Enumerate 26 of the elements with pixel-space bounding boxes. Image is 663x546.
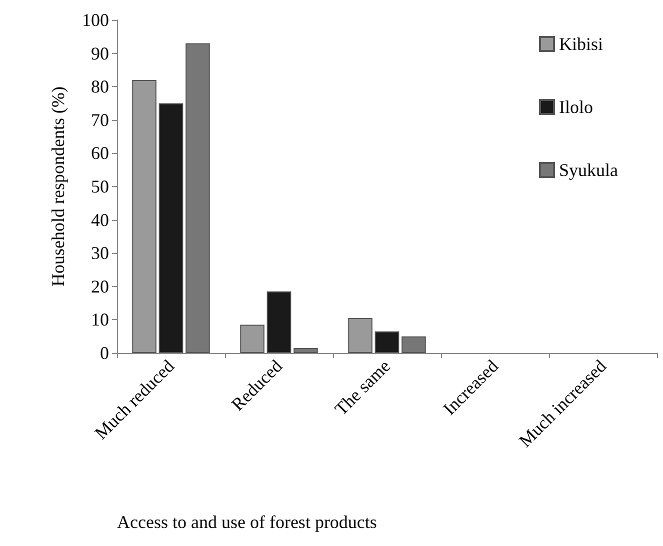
- bar: [186, 43, 210, 353]
- bar: [240, 324, 264, 353]
- y-tick-label: 20: [91, 276, 109, 296]
- y-tick-label: 100: [82, 10, 109, 30]
- legend-label: Ilolo: [559, 97, 593, 117]
- y-tick-label: 90: [91, 43, 109, 64]
- bar: [374, 331, 400, 353]
- y-tick-label: 40: [91, 210, 109, 230]
- y-tick-label: 0: [100, 343, 109, 363]
- y-tick-label: 60: [91, 143, 109, 164]
- bar: [132, 80, 156, 353]
- bar: [294, 348, 318, 353]
- y-axis-title: Household respondents (%): [48, 86, 68, 286]
- bar: [348, 318, 372, 353]
- bar: [266, 291, 292, 353]
- y-tick-label: 10: [91, 310, 109, 330]
- x-axis-title: Access to and use of forest products: [117, 512, 377, 532]
- y-tick-label: 70: [91, 110, 109, 130]
- legend-label: Kibisi: [559, 34, 604, 54]
- y-tick-label: 80: [91, 76, 109, 97]
- bar: [402, 336, 426, 353]
- x-tick-label: The same: [330, 356, 394, 420]
- y-tick-label: 30: [91, 243, 109, 264]
- y-tick-label: 50: [91, 176, 109, 196]
- legend-label: Syukula: [559, 160, 618, 180]
- bar: [158, 103, 184, 353]
